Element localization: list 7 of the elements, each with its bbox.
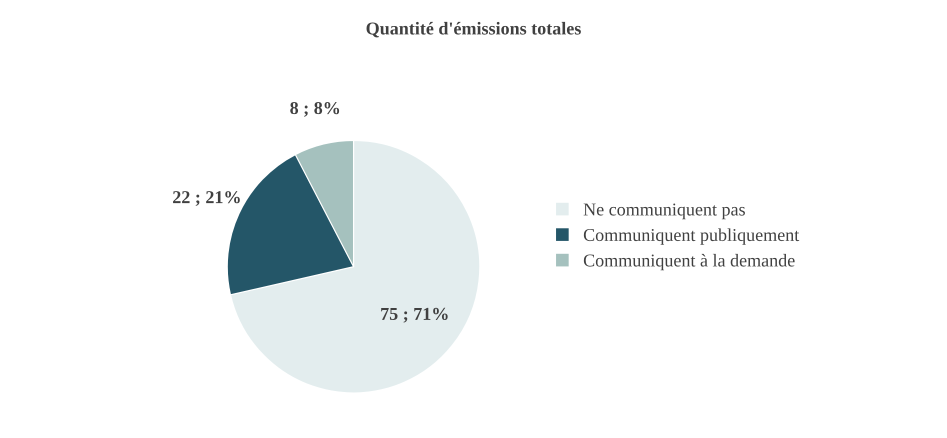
legend-label: Ne communiquent pas (584, 203, 745, 220)
chart-title: Quantité d'émissions totales (366, 22, 581, 38)
data-label: 8 ; 8% (290, 102, 340, 117)
legend-label: Communiquent publiquement (584, 228, 800, 245)
data-label: 75 ; 71% (381, 308, 448, 323)
legend-label: Communiquent à la demande (584, 254, 795, 270)
data-label: 22 ; 21% (173, 191, 240, 206)
